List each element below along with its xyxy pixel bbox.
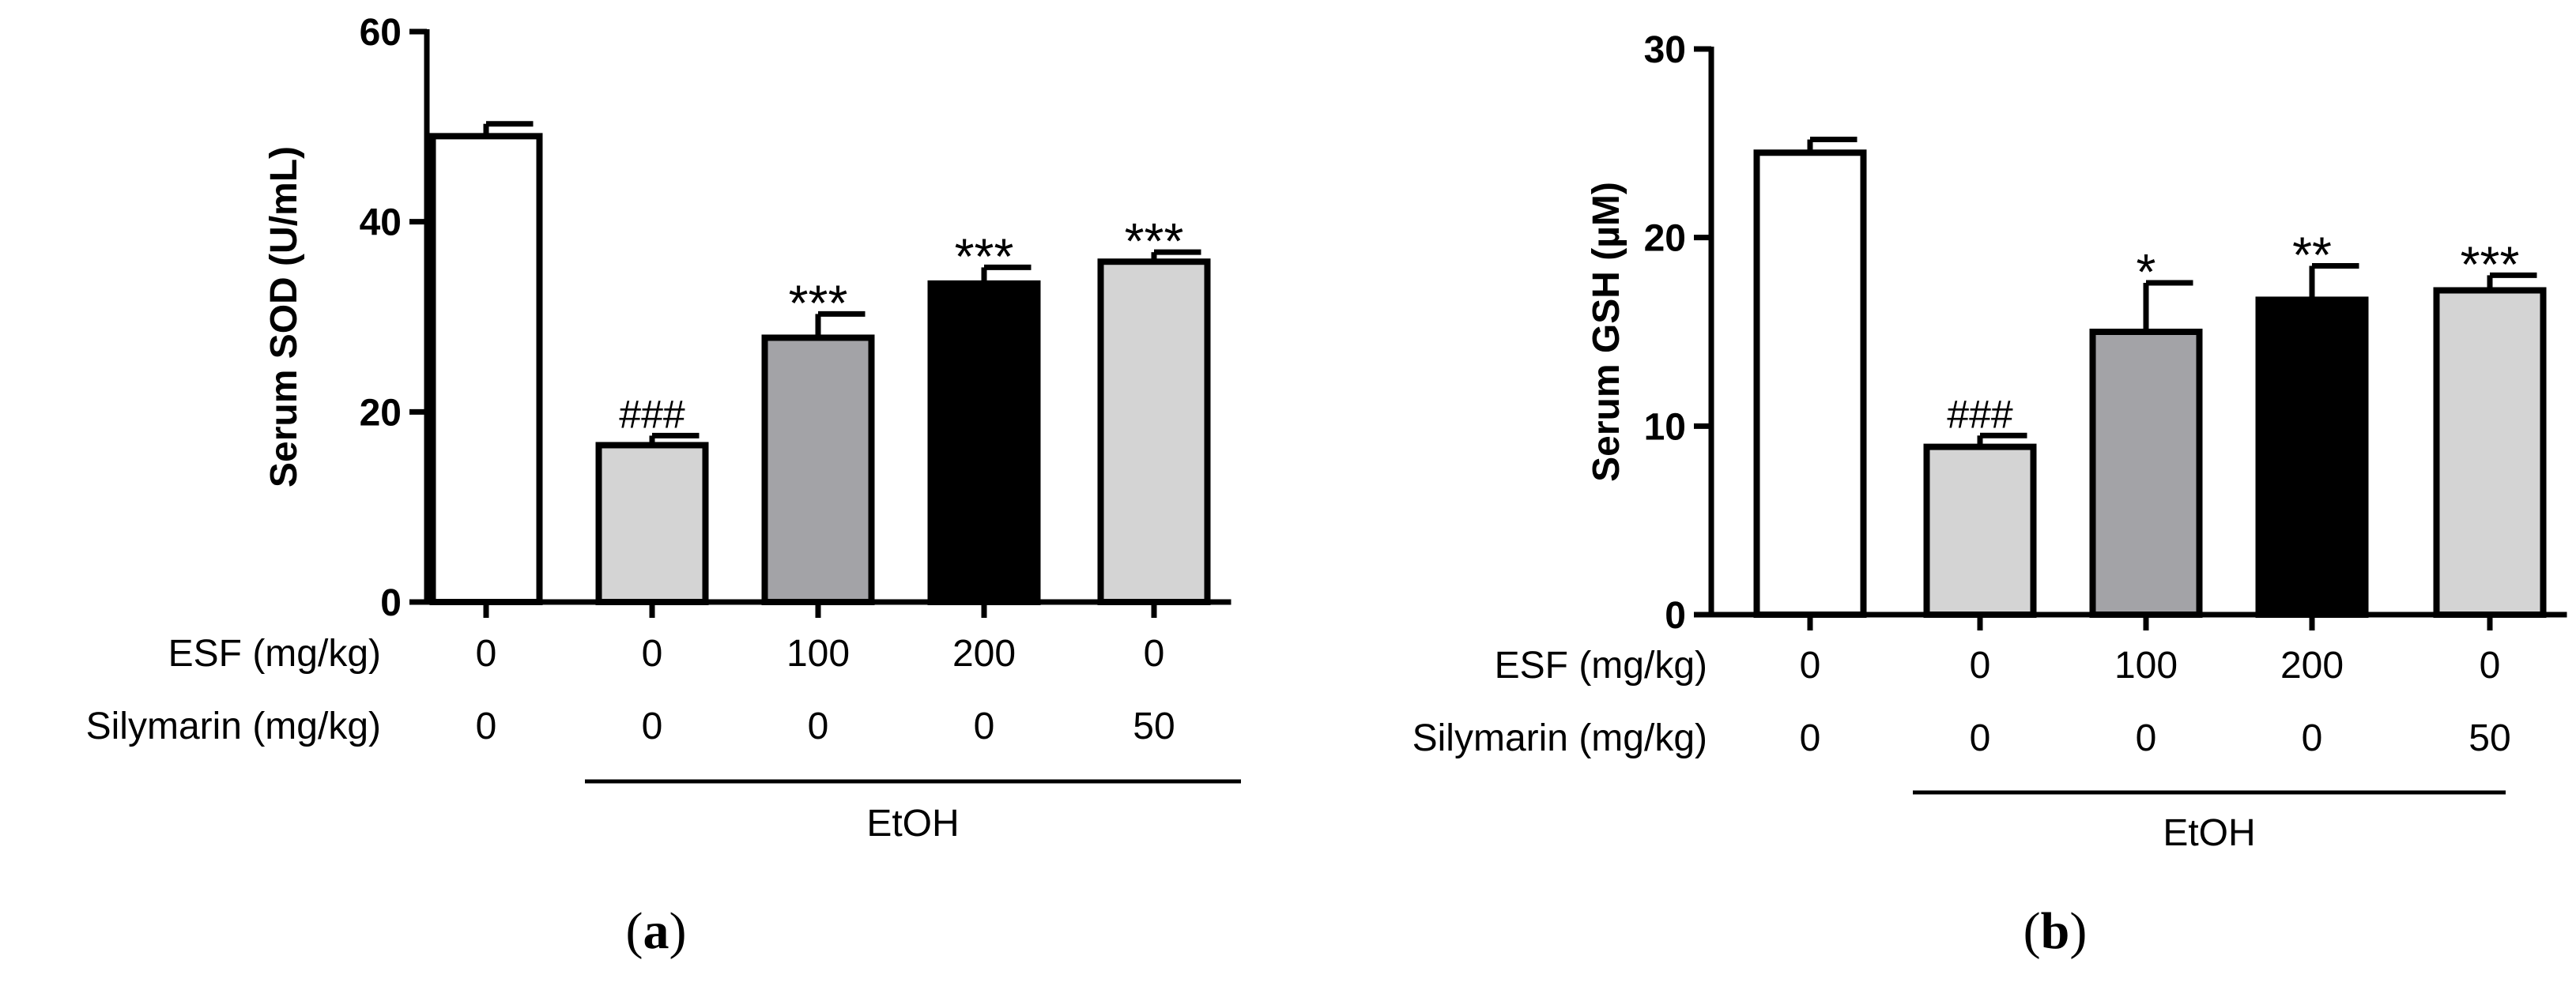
y-tick-label: 40	[360, 202, 402, 244]
esf-dose-value: 0	[1144, 633, 1165, 675]
panel-letter: b	[2041, 902, 2070, 960]
esf-row-label: ESF (mg/kg)	[1495, 645, 1707, 687]
significance-label: ***	[789, 274, 848, 331]
panel-letter: a	[643, 902, 669, 960]
bar	[761, 334, 875, 605]
significance-label: **	[2292, 226, 2332, 283]
chart-panel-b: 0 10 20 30 Serum GSH (µM) 0 0 ### 0 0 * 100 0 ** 200 0 *…	[1412, 29, 2567, 960]
significance-label: ###	[619, 392, 685, 436]
silymarin-dose-value: 0	[1970, 717, 1991, 759]
silymarin-row-label: Silymarin (mg/kg)	[86, 706, 381, 747]
silymarin-row-label: Silymarin (mg/kg)	[1412, 717, 1707, 759]
significance-label: ***	[955, 228, 1014, 284]
bar	[927, 280, 1041, 605]
etoh-group-label: EtOH	[866, 803, 959, 845]
bar	[595, 442, 709, 606]
y-tick-label: 0	[380, 582, 402, 624]
panel-paren-close: )	[2069, 902, 2087, 960]
significance-label: ***	[1125, 213, 1184, 269]
silymarin-dose-value: 0	[476, 706, 497, 747]
silymarin-dose-value: 50	[1133, 706, 1175, 747]
y-tick-label: 60	[360, 12, 402, 54]
bar	[1923, 443, 2037, 618]
silymarin-dose-value: 0	[642, 706, 663, 747]
y-tick-label: 20	[1644, 218, 1686, 260]
significance-label: ***	[2461, 235, 2520, 292]
chart-panel-a: 0 20 40 60 Serum SOD (U/mL) 0 0 ### 0 0 *** 100 0 ***…	[86, 12, 1241, 960]
esf-dose-value: 0	[476, 633, 497, 675]
esf-row-label: ESF (mg/kg)	[168, 633, 381, 675]
esf-dose-value: 0	[642, 633, 663, 675]
panel-label: (b)	[2023, 902, 2088, 960]
silymarin-dose-value: 50	[2469, 717, 2510, 759]
y-tick-label: 0	[1665, 595, 1686, 637]
esf-dose-value: 100	[2114, 645, 2178, 687]
panel-paren-close: )	[669, 902, 687, 960]
significance-label: ###	[1947, 392, 2013, 436]
bar	[1753, 149, 1867, 618]
y-axis-label: Serum GSH (µM)	[1586, 182, 1627, 482]
y-tick-label: 20	[360, 392, 402, 434]
silymarin-dose-value: 0	[2302, 717, 2323, 759]
etoh-group-label: EtOH	[2163, 812, 2255, 854]
y-axis-label: Serum SOD (U/mL)	[263, 146, 305, 487]
panel-label: (a)	[626, 902, 687, 960]
silymarin-dose-value: 0	[1800, 717, 1821, 759]
esf-dose-value: 0	[1970, 645, 1991, 687]
bar	[2255, 296, 2369, 618]
panel-paren-open: (	[626, 902, 643, 960]
esf-dose-value: 200	[2280, 645, 2344, 687]
y-tick-label: 10	[1644, 406, 1686, 448]
silymarin-dose-value: 0	[2136, 717, 2157, 759]
bar	[429, 133, 543, 606]
panel-paren-open: (	[2023, 902, 2041, 960]
y-tick-label: 30	[1644, 29, 1686, 71]
bar	[2089, 329, 2203, 618]
bar	[1097, 258, 1211, 605]
esf-dose-value: 0	[1800, 645, 1821, 687]
silymarin-dose-value: 0	[974, 706, 995, 747]
significance-label: *	[2137, 243, 2156, 300]
silymarin-dose-value: 0	[808, 706, 829, 747]
esf-dose-value: 0	[2480, 645, 2501, 687]
bar	[2433, 287, 2547, 618]
esf-dose-value: 100	[786, 633, 850, 675]
esf-dose-value: 200	[952, 633, 1016, 675]
